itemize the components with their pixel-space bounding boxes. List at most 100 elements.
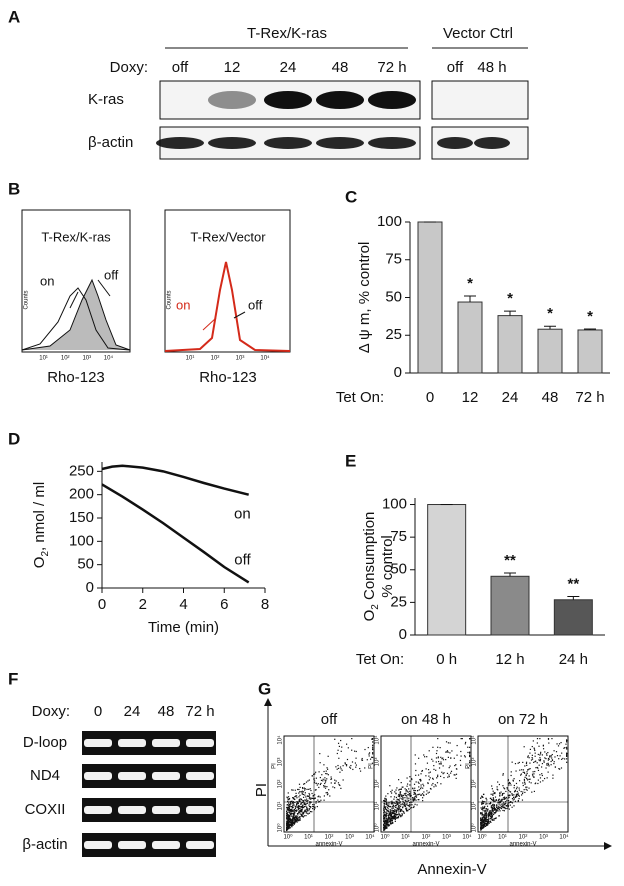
- dot: [482, 810, 484, 812]
- dot: [508, 781, 511, 784]
- dot: [422, 787, 424, 789]
- panel-label: B: [8, 179, 20, 198]
- dot: [481, 819, 483, 821]
- dot: [508, 802, 510, 804]
- dot: [385, 824, 387, 826]
- dot: [313, 778, 315, 781]
- dot: [400, 808, 403, 811]
- dot: [417, 799, 419, 801]
- dot: [300, 791, 302, 793]
- dot: [302, 791, 305, 793]
- dot: [407, 791, 409, 793]
- dot: [391, 822, 393, 824]
- dot: [502, 806, 504, 808]
- dot: [510, 774, 512, 777]
- dot: [406, 785, 408, 787]
- dot: [372, 746, 374, 748]
- dot: [409, 784, 411, 786]
- dot: [385, 816, 387, 818]
- dot: [480, 807, 482, 809]
- dot: [448, 775, 450, 778]
- dot: [286, 813, 289, 816]
- dot: [406, 809, 408, 811]
- y-label-part: Consumption: [361, 512, 378, 605]
- dot: [303, 802, 305, 804]
- dot: [288, 805, 290, 807]
- dot: [337, 764, 339, 767]
- dot: [532, 771, 534, 773]
- dot: [294, 796, 296, 798]
- dot: [387, 810, 390, 813]
- dot: [347, 747, 349, 749]
- dot: [492, 793, 494, 795]
- dot: [494, 796, 497, 798]
- dot: [390, 823, 392, 825]
- dot: [414, 787, 416, 789]
- dot: [394, 802, 396, 804]
- dot: [298, 805, 301, 807]
- dot: [295, 792, 297, 794]
- dot: [286, 818, 288, 820]
- dot: [406, 800, 408, 802]
- dot: [308, 794, 311, 796]
- dot: [304, 802, 306, 804]
- dot: [509, 791, 512, 793]
- dot: [383, 799, 385, 802]
- dot: [413, 806, 415, 809]
- y-tick-label: 10⁴: [277, 735, 284, 745]
- y-tick-label: 50: [77, 556, 94, 573]
- x-tick-label: 10³: [539, 835, 548, 841]
- dot: [482, 824, 484, 826]
- annotation: *: [507, 290, 513, 307]
- dot: [507, 802, 509, 805]
- dot: [483, 822, 485, 824]
- dot: [496, 808, 498, 810]
- dot: [427, 792, 429, 794]
- dot: [417, 789, 419, 792]
- dot: [504, 797, 506, 799]
- dot: [556, 743, 558, 745]
- dot: [414, 763, 417, 765]
- dot: [315, 782, 317, 784]
- dots: [383, 738, 471, 831]
- dot: [422, 797, 424, 799]
- dot: [518, 787, 520, 789]
- dot: [387, 816, 389, 818]
- dot: [386, 824, 388, 826]
- dot: [454, 774, 456, 776]
- dot: [291, 823, 293, 826]
- dot: [533, 773, 535, 775]
- dot: [400, 810, 402, 812]
- dot: [386, 822, 388, 825]
- dot: [547, 738, 550, 740]
- dot: [383, 825, 386, 827]
- dot: [407, 800, 409, 802]
- dot: [489, 812, 491, 814]
- dot: [480, 824, 482, 827]
- dot: [296, 817, 298, 819]
- dot: [513, 778, 515, 780]
- dot: [334, 782, 336, 784]
- dot: [526, 789, 528, 791]
- dot: [290, 810, 293, 812]
- dot: [293, 817, 295, 819]
- dot: [299, 794, 301, 796]
- dot: [418, 789, 420, 791]
- dot: [422, 800, 424, 802]
- dot: [505, 797, 507, 800]
- dot: [433, 765, 435, 767]
- dot: [484, 815, 487, 817]
- dot: [491, 805, 493, 807]
- dot: [296, 801, 298, 803]
- dot: [469, 760, 471, 762]
- dot: [388, 825, 390, 827]
- lane-label: 48: [158, 703, 175, 720]
- dot: [340, 750, 342, 752]
- dot: [508, 795, 510, 797]
- line: [101, 464, 250, 496]
- dot: [446, 750, 449, 752]
- dot: [555, 751, 558, 753]
- dot: [312, 803, 314, 806]
- dot: [401, 813, 403, 815]
- dot: [559, 755, 561, 757]
